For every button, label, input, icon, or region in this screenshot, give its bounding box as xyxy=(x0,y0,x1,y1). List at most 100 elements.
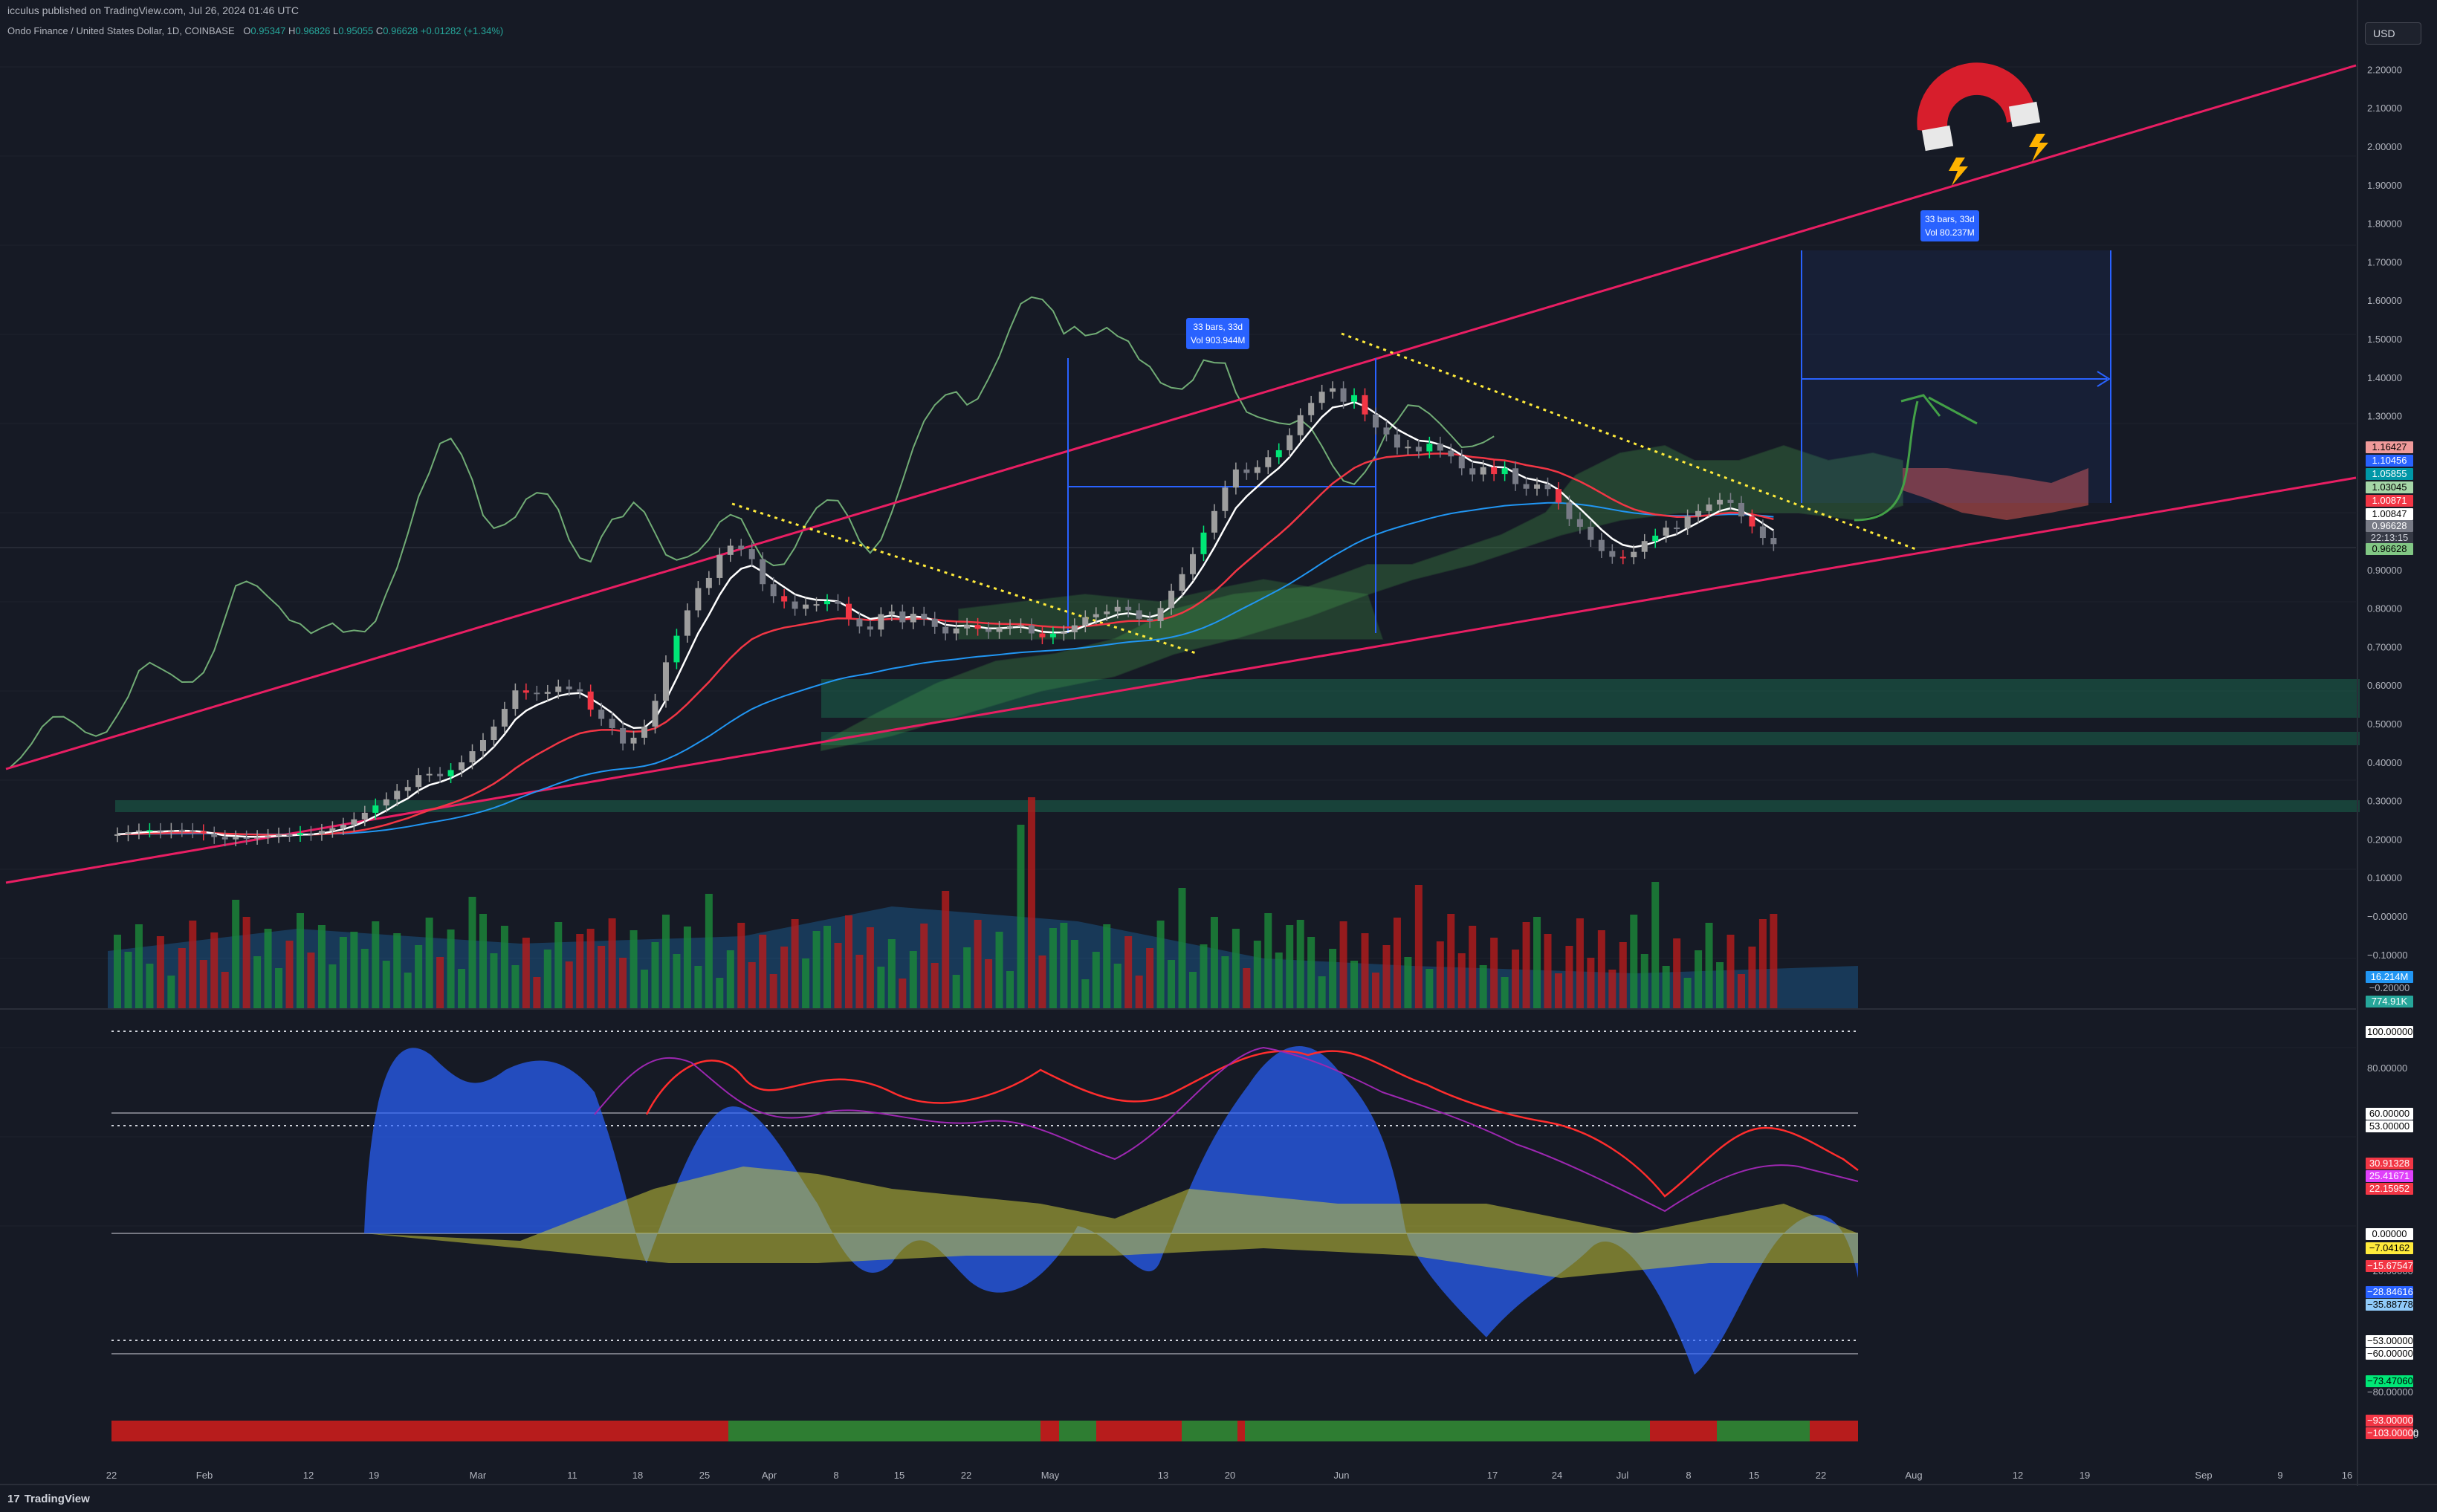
volume-bar xyxy=(1748,947,1756,1009)
osc-tag: 25.41671 xyxy=(2366,1170,2413,1182)
magnet-pole-right xyxy=(2008,101,2041,128)
candle-body xyxy=(824,601,831,605)
candle-body xyxy=(265,836,271,838)
price-axis-label: 0.30000 xyxy=(2367,796,2402,807)
volume-bar xyxy=(522,938,530,1009)
candle-body xyxy=(1469,468,1476,475)
candle-body xyxy=(1394,434,1400,448)
osc-tag: −93.00000 xyxy=(2366,1415,2413,1427)
candle-body xyxy=(1351,395,1358,402)
green-projection-arrow xyxy=(1854,394,1978,522)
candle-body xyxy=(1147,618,1153,621)
volume-bar xyxy=(1253,941,1261,1009)
volume-bar xyxy=(199,960,207,1009)
volume-bar xyxy=(1501,977,1509,1009)
volume-bar xyxy=(866,927,874,1009)
time-axis-label: 20 xyxy=(1225,1470,1235,1481)
price-axis-label: 0.80000 xyxy=(2367,603,2402,614)
currency-button[interactable]: USD xyxy=(2365,22,2421,45)
volume-bar xyxy=(1522,922,1530,1009)
candle-body xyxy=(329,828,336,831)
volume-bar xyxy=(1200,944,1208,1009)
ema-blue-line xyxy=(117,502,1774,835)
volume-bar xyxy=(479,914,487,1009)
brand-name: TradingView xyxy=(24,1493,90,1505)
volume-bar xyxy=(1275,953,1283,1009)
volume-bar xyxy=(1371,973,1379,1009)
candle-body xyxy=(1362,395,1368,415)
volume-bar xyxy=(1382,945,1391,1009)
status-segment xyxy=(1182,1421,1237,1441)
candle-body xyxy=(361,812,368,820)
candle-body xyxy=(394,791,401,799)
candle-body xyxy=(190,830,196,832)
candle-body xyxy=(1738,502,1744,517)
time-axis-label: Sep xyxy=(2195,1470,2212,1481)
volume-bar xyxy=(737,923,745,1009)
volume-bar xyxy=(1651,882,1660,1009)
close-value: 0.96628 xyxy=(383,25,418,36)
volume-bar xyxy=(1070,940,1078,1009)
time-axis-label: 12 xyxy=(303,1470,314,1481)
candle-body xyxy=(501,709,508,727)
volume-bar xyxy=(1716,962,1724,1009)
candle-body xyxy=(716,554,723,578)
volume-bar xyxy=(887,939,896,1009)
volume-bar xyxy=(1307,937,1315,1009)
volume-bar xyxy=(1705,923,1713,1009)
volume-bar xyxy=(1113,964,1122,1009)
volume-bar xyxy=(372,921,380,1009)
time-axis-label: 19 xyxy=(369,1470,379,1481)
candle-body xyxy=(1222,487,1229,511)
candle-body xyxy=(1544,484,1551,490)
volume-bar xyxy=(1264,913,1272,1009)
projection-curve xyxy=(1854,400,1919,522)
candle-body xyxy=(662,662,669,701)
lagging-span-line xyxy=(9,296,1495,768)
wave-yellow-area xyxy=(364,1167,1858,1278)
volume-bar xyxy=(651,942,659,1009)
osc-tag: 100.00000 xyxy=(2366,1026,2413,1038)
volume-bar xyxy=(1737,974,1745,1009)
support-zone-mid xyxy=(821,732,2360,745)
price-axis-label: 1.30000 xyxy=(2367,411,2402,422)
price-tag: 1.03045 xyxy=(2366,481,2413,493)
volume-bar xyxy=(329,964,337,1009)
volume-bar xyxy=(1232,929,1240,1009)
volume-bar xyxy=(1168,960,1176,1009)
time-axis-label: 13 xyxy=(1158,1470,1168,1481)
candle-body xyxy=(233,837,239,840)
candle-body xyxy=(1265,457,1272,467)
time-axis-label: May xyxy=(1041,1470,1060,1481)
candle-body xyxy=(1576,519,1583,528)
osc-tag: −73.47060 xyxy=(2366,1375,2413,1387)
candle-body xyxy=(996,628,1003,632)
candle-body xyxy=(512,690,519,710)
volume-bar xyxy=(909,951,917,1009)
volume-bar xyxy=(1178,888,1186,1009)
volume-bar xyxy=(1673,938,1681,1009)
cloud-green xyxy=(821,444,1903,752)
oscillator-pane xyxy=(0,1008,2356,1375)
magnet-icon xyxy=(1917,62,2048,186)
volume-bar xyxy=(855,955,864,1009)
candle-body xyxy=(415,775,422,788)
volume-bar xyxy=(608,918,616,1009)
candle-body xyxy=(1727,499,1734,503)
volume-bar xyxy=(156,936,164,1009)
measure-label-1-volume: Vol 903.944M xyxy=(1191,335,1246,345)
volume-bar xyxy=(447,929,455,1009)
channel-upper-line xyxy=(5,64,2357,770)
volume-bar xyxy=(167,976,175,1009)
candle-body xyxy=(931,618,938,627)
osc-tag: −53.00000 xyxy=(2366,1335,2413,1347)
volume-bar xyxy=(963,947,971,1009)
volume-bar xyxy=(533,977,541,1009)
price-tag: 0.96628 xyxy=(2366,520,2413,532)
price-axis-label: 1.90000 xyxy=(2367,180,2402,191)
volume-bar xyxy=(1156,921,1165,1009)
volume-bar xyxy=(641,970,649,1009)
volume-bar xyxy=(705,894,713,1009)
status-segment xyxy=(1059,1421,1096,1441)
